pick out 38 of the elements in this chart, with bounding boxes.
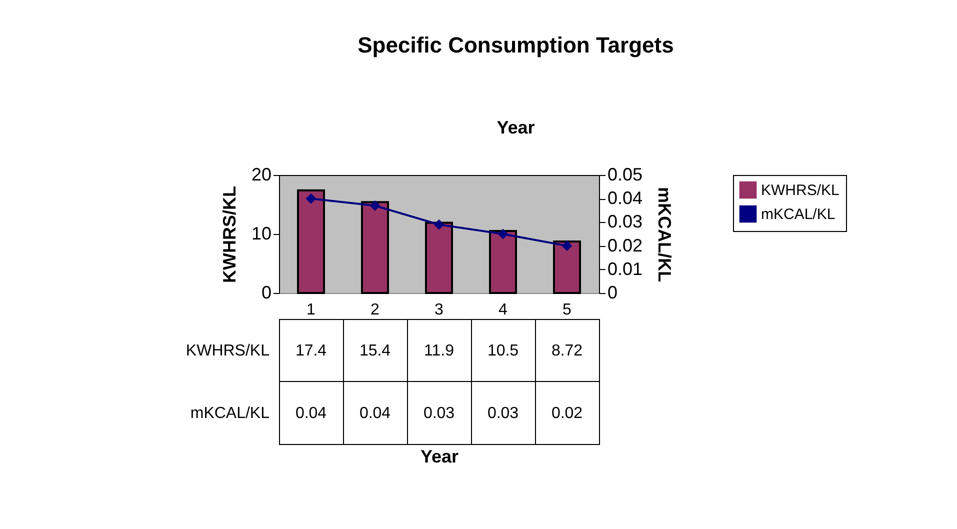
y2-tick-label: 0.05 — [608, 164, 643, 184]
data-label: 17.4 — [295, 342, 327, 360]
y2-axis-title: mKCAL/KL — [654, 187, 675, 282]
point — [434, 219, 444, 230]
data-label: 10.5 — [487, 342, 519, 360]
chart-subtitle: Year — [496, 118, 535, 138]
point — [562, 240, 572, 252]
x-tick-label: 2 — [370, 302, 380, 318]
x-tick-label: 5 — [562, 302, 572, 318]
data-label: 11.9 — [424, 342, 454, 360]
legend-label: mKCAL/KL — [761, 206, 836, 223]
y2-tick-label: 0.03 — [608, 212, 643, 232]
point — [370, 200, 380, 211]
x-tick-label: 1 — [306, 302, 316, 318]
y-tick-label: 0 — [261, 282, 272, 302]
y2-tick-label: 0 — [608, 282, 618, 302]
text: mKCAL/KL — [190, 404, 270, 422]
y2-tick-label: 0.01 — [608, 258, 643, 279]
data-label: 0.03 — [487, 404, 519, 422]
chart-title: Specific Consumption Targets — [358, 32, 674, 58]
data-label: 0.04 — [359, 404, 391, 422]
data-label: 0.02 — [551, 404, 583, 422]
data-label: 15.4 — [359, 342, 391, 360]
legend-label: KWHRS/KL — [761, 182, 840, 199]
point — [498, 228, 508, 240]
y2-tick-label: 0.02 — [608, 235, 643, 256]
x-tick-label: 4 — [498, 302, 508, 318]
data-label: 8.72 — [551, 342, 583, 360]
y-tick-label: 10 — [251, 224, 272, 244]
y-tick-label: 20 — [251, 164, 272, 184]
x-tick-label: 3 — [434, 302, 444, 318]
y-axis-title: KWHRS/KL — [219, 186, 240, 283]
point — [306, 193, 316, 204]
text: KWHRS/KL — [186, 342, 270, 360]
y2-tick-label: 0.04 — [608, 188, 643, 208]
data-label: 0.03 — [423, 404, 455, 422]
data-label: 0.04 — [295, 404, 327, 422]
text: Year — [420, 446, 459, 466]
